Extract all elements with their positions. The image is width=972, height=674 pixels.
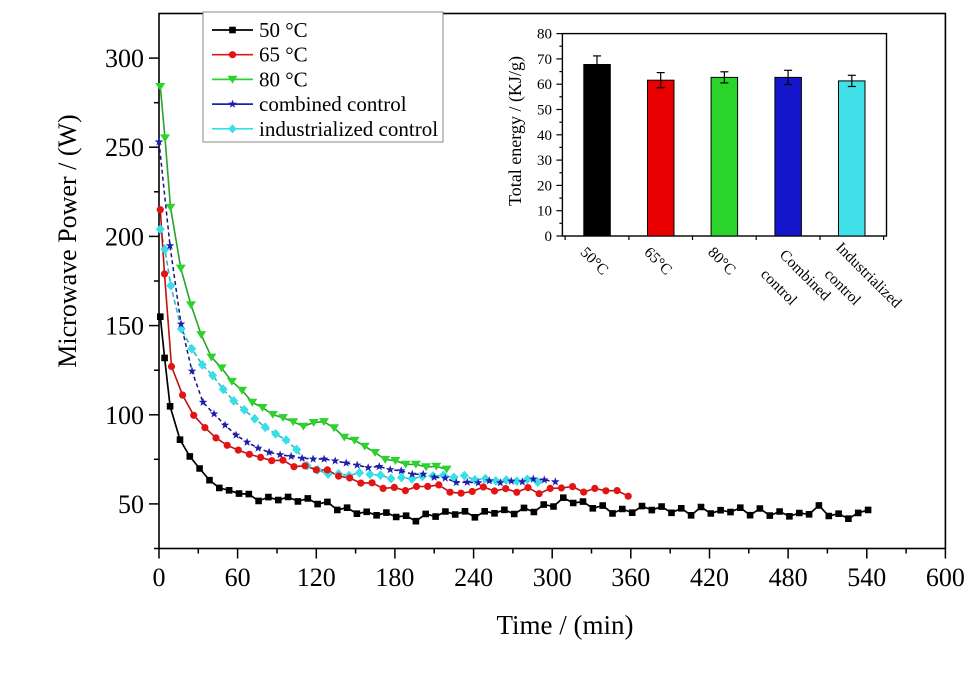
svg-text:60: 60 — [225, 563, 251, 592]
svg-text:Total energy / (KJ/g): Total energy / (KJ/g) — [505, 56, 526, 206]
svg-text:200: 200 — [105, 222, 144, 251]
svg-text:Time / (min): Time / (min) — [496, 610, 633, 640]
svg-text:0: 0 — [153, 563, 166, 592]
svg-text:70: 70 — [537, 52, 552, 68]
svg-text:80 °C: 80 °C — [259, 67, 308, 91]
svg-text:40: 40 — [537, 128, 552, 144]
svg-text:65 °C: 65 °C — [259, 43, 308, 67]
svg-text:300: 300 — [533, 563, 572, 592]
svg-text:600: 600 — [926, 563, 965, 592]
svg-text:0: 0 — [545, 229, 553, 245]
svg-text:industrialized control: industrialized control — [259, 117, 438, 141]
svg-text:50: 50 — [537, 103, 552, 119]
svg-text:50: 50 — [118, 490, 144, 519]
svg-text:360: 360 — [611, 563, 650, 592]
svg-text:480: 480 — [769, 563, 808, 592]
svg-text:250: 250 — [105, 133, 144, 162]
svg-text:150: 150 — [105, 312, 144, 341]
svg-text:60: 60 — [537, 77, 552, 93]
svg-text:240: 240 — [454, 563, 493, 592]
svg-text:540: 540 — [847, 563, 886, 592]
svg-text:Microwave Power / (W): Microwave Power / (W) — [53, 114, 82, 367]
svg-text:80: 80 — [537, 27, 552, 43]
svg-text:combined control: combined control — [259, 92, 407, 116]
svg-text:50 °C: 50 °C — [259, 18, 308, 42]
svg-text:420: 420 — [690, 563, 729, 592]
svg-text:300: 300 — [105, 44, 144, 73]
svg-text:30: 30 — [537, 153, 552, 169]
svg-text:120: 120 — [297, 563, 336, 592]
svg-text:180: 180 — [375, 563, 414, 592]
svg-text:10: 10 — [537, 204, 552, 220]
svg-text:100: 100 — [105, 401, 144, 430]
svg-text:20: 20 — [537, 178, 552, 194]
